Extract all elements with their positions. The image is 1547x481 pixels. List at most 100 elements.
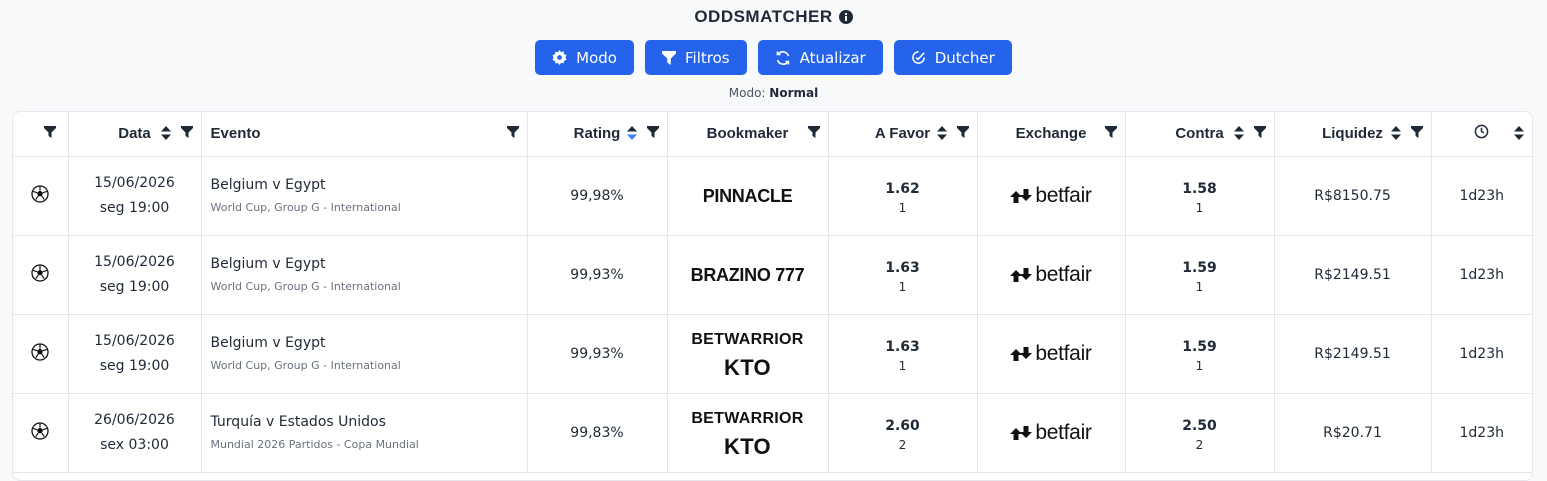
- back-stake: 2: [898, 437, 907, 452]
- header-cell[interactable]: Exchange: [977, 112, 1126, 157]
- title: ODDSMATCHER: [694, 7, 833, 26]
- event-time: sex 03:00: [100, 436, 169, 453]
- table-row[interactable]: 15/06/2026 seg 19:00 Belgium v Egypt World …: [13, 156, 1532, 236]
- filter-icon[interactable]: [956, 126, 969, 140]
- filter-icon[interactable]: [180, 126, 193, 140]
- table-row[interactable]: 15/06/2026 seg 19:00 Belgium v Egypt World …: [13, 235, 1532, 315]
- column-header: Liquidez: [1322, 125, 1383, 143]
- event-time: seg 19:00: [99, 199, 170, 216]
- date-cell: 15/06/2026 seg 19:00: [68, 314, 202, 394]
- sort-icon[interactable]: [1390, 126, 1401, 140]
- sport-cell: [13, 156, 69, 236]
- date-cell: 26/06/2026 sex 03:00: [68, 393, 202, 473]
- event-date: 26/06/2026: [94, 411, 175, 428]
- event-date: 15/06/2026: [94, 332, 175, 349]
- exchange-name: betfair: [1035, 262, 1092, 286]
- table-body: 15/06/2026 seg 19:00 Belgium v Egypt World …: [13, 156, 1532, 473]
- button-icon: [552, 50, 567, 65]
- header-cell[interactable]: Data: [68, 112, 202, 157]
- lay-odds: 1.59: [1182, 259, 1217, 276]
- header-cell[interactable]: Bookmaker: [667, 112, 829, 157]
- filter-icon[interactable]: [1410, 126, 1423, 140]
- header-cell: [1431, 112, 1532, 157]
- column-header: A Favor: [874, 125, 931, 143]
- table-row[interactable]: 26/06/2026 sex 03:00 Turquía v Estados Uni…: [13, 393, 1532, 473]
- header-icons: [160, 126, 193, 140]
- liquidity: R$20.71: [1274, 393, 1432, 473]
- liquidity: R$8150.75: [1274, 156, 1432, 236]
- header-cell[interactable]: A Favor: [828, 112, 978, 157]
- toolbar-button[interactable]: Modo: [535, 40, 634, 75]
- filter-icon[interactable]: [807, 126, 820, 138]
- sort-icon[interactable]: [160, 126, 171, 140]
- header-cell[interactable]: Contra: [1125, 112, 1275, 157]
- toolbar-button[interactable]: Atualizar: [757, 40, 883, 75]
- bookmaker-cell: BRAZINO 777: [667, 235, 829, 315]
- time-left: 1d23h: [1431, 235, 1532, 315]
- exchange-logo: betfair: [1010, 262, 1092, 287]
- sort-icon[interactable]: [936, 126, 947, 140]
- bookmaker-cell: BETWARRIOR KTO: [667, 314, 829, 394]
- rating: 99,93%: [527, 235, 668, 315]
- exchange-cell: betfair: [977, 393, 1126, 473]
- exchange-name: betfair: [1035, 183, 1092, 207]
- bookmaker-logo: PINNACLE: [702, 185, 793, 206]
- bookmaker-logo: BRAZINO 777: [690, 264, 805, 285]
- header-icons: [1390, 126, 1423, 140]
- event-cell: Belgium v Egypt World Cup, Group G - Inte…: [201, 314, 528, 394]
- button-icon: [911, 50, 926, 65]
- sort-icon[interactable]: [1514, 126, 1524, 140]
- back-cell: 1.63 1: [828, 314, 978, 394]
- info-icon[interactable]: [838, 10, 853, 24]
- back-cell: 1.63 1: [828, 235, 978, 315]
- clock-icon: [1474, 124, 1489, 139]
- betfair-arrows: [1010, 267, 1033, 283]
- exchange-logo: betfair: [1010, 342, 1092, 366]
- back-stake: 1: [898, 358, 907, 373]
- soccer-icon: [31, 342, 49, 361]
- toolbar-button[interactable]: Filtros: [644, 40, 747, 75]
- back-odds: 1.63: [885, 259, 920, 276]
- rating: 99,98%: [527, 156, 668, 236]
- time-left: 1d23h: [1431, 393, 1532, 473]
- sport-cell: [13, 235, 69, 315]
- back-cell: 2.60 2: [828, 393, 978, 473]
- filter-icon[interactable]: [646, 126, 659, 140]
- rating: 99,83%: [527, 393, 668, 473]
- event-name: Belgium v Egypt: [210, 256, 326, 272]
- lay-odds: 2.50: [1182, 417, 1217, 434]
- lay-stake: 2: [1195, 437, 1204, 452]
- button-bar: Modo Filtros Atualizar Dutcher: [0, 40, 1547, 75]
- competition: World Cup, Group G - International: [210, 280, 401, 293]
- sort-icon[interactable]: [626, 126, 637, 140]
- back-cell: 1.62 1: [828, 156, 978, 236]
- header-icons: [506, 126, 519, 138]
- table-row[interactable]: 15/06/2026 seg 19:00 Belgium v Egypt World …: [13, 314, 1532, 394]
- betfair-arrows: [1010, 188, 1033, 204]
- filter-icon[interactable]: [1104, 126, 1117, 138]
- time-left: 1d23h: [1431, 156, 1532, 236]
- lay-cell: 1.59 1: [1125, 235, 1275, 315]
- button-label: Atualizar: [799, 48, 866, 67]
- sort-icon[interactable]: [1233, 126, 1244, 140]
- event-name: Belgium v Egypt: [210, 177, 326, 193]
- header-icons: [1514, 126, 1524, 140]
- soccer-icon: [31, 421, 49, 440]
- filter-icon[interactable]: [43, 126, 56, 138]
- sport-cell: [13, 314, 69, 394]
- button-label: Filtros: [684, 48, 730, 67]
- soccer-icon: [31, 184, 49, 203]
- liquidity: R$2149.51: [1274, 314, 1432, 394]
- header-cell[interactable]: Evento: [201, 112, 528, 157]
- soccer-icon: [31, 263, 49, 282]
- toolbar-button[interactable]: Dutcher: [893, 40, 1012, 75]
- header-cell[interactable]: Liquidez: [1274, 112, 1432, 157]
- bookmaker-logo: BETWARRIOR: [691, 330, 804, 348]
- column-header: Bookmaker: [706, 125, 789, 143]
- filter-icon[interactable]: [1253, 126, 1266, 140]
- filter-icon[interactable]: [506, 126, 519, 138]
- header-cell[interactable]: Rating: [527, 112, 668, 157]
- lay-cell: 1.59 1: [1125, 314, 1275, 394]
- lay-odds: 1.59: [1182, 338, 1217, 355]
- column-header: Exchange: [1015, 125, 1087, 143]
